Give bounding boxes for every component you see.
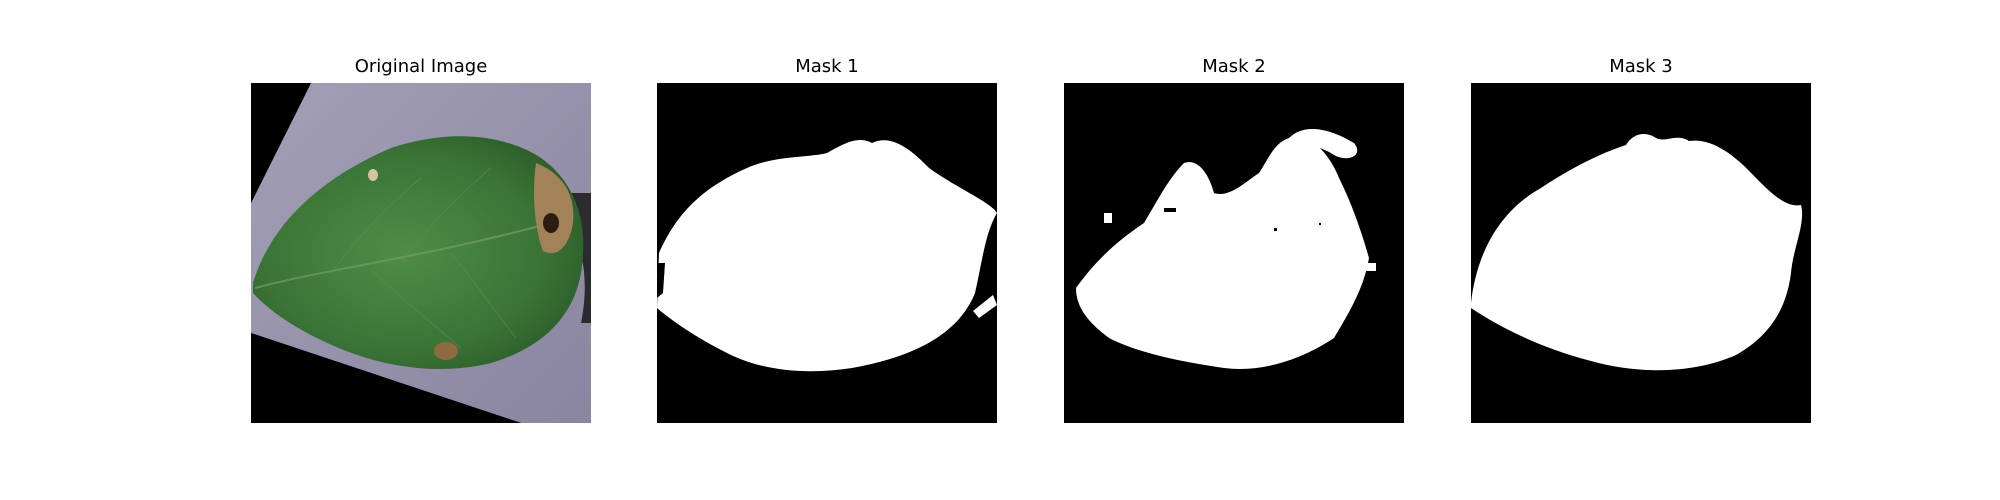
original-leaf-image [251,83,591,423]
panel-title: Mask 2 [1202,56,1266,77]
panel-title: Mask 1 [795,56,859,77]
mask-2-image [1064,83,1404,423]
panel-title: Mask 3 [1609,56,1673,77]
panel-title: Original Image [354,56,488,77]
mask-1-image [657,83,997,423]
mask-3-image [1471,83,1811,423]
